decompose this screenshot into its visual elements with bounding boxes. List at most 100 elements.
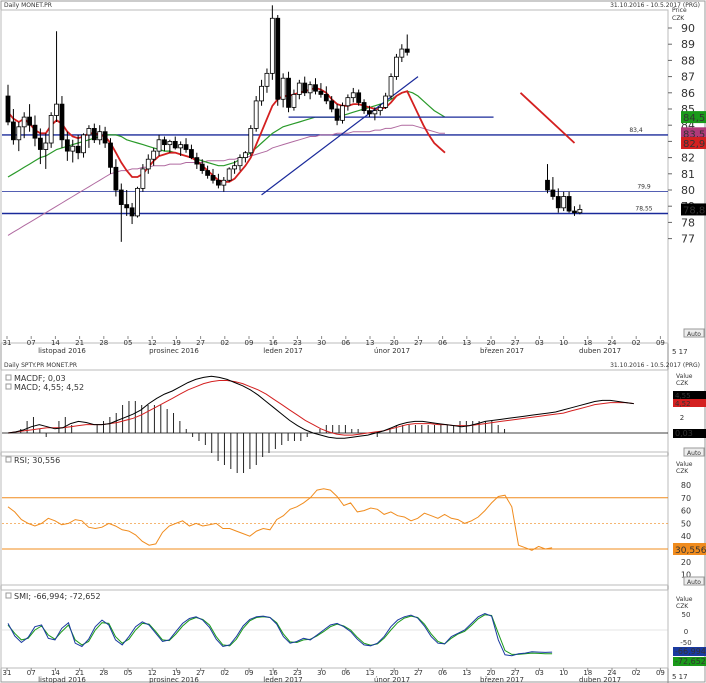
rsi-tick-label: 20 [681,558,691,567]
candle-body [172,140,178,149]
candle-body [323,94,329,102]
legend-checkbox[interactable] [5,374,12,381]
macd-marker-label: 0,03 [675,429,693,438]
x-day-label: 13 [366,339,375,347]
x-day-label: 27 [414,339,423,347]
price-tick-label: 81 [681,168,695,181]
x-day-label-bottom: 18 [583,669,592,677]
legend-checkbox[interactable] [5,592,12,599]
candle-body [10,121,16,141]
candle-body [264,72,270,87]
candle-body [237,157,243,167]
x-day-label-bottom: 16 [269,669,278,677]
x-day-label: 13 [462,339,471,347]
x-day-label-bottom: 19 [172,669,181,677]
price-tick-label: 87 [681,71,695,84]
smi-signal-line [7,614,553,655]
candle-body [566,196,572,212]
macd-auto-button[interactable] [683,447,705,457]
price-tick-label: 89 [681,38,695,51]
smi-axis-title: Value [676,596,693,603]
macd-auto-label: Auto [687,450,701,457]
x-day-label-bottom: 02 [220,669,229,677]
candle-body [280,77,286,100]
panel-frame [0,455,669,586]
smi-line [7,612,553,657]
x-day-label-bottom: 09 [245,669,254,677]
x-month-label: leden 2017 [263,347,302,355]
x-day-label: 20 [487,339,496,347]
candle-body [550,189,556,197]
price-marker [681,111,706,124]
rsi-auto-button[interactable] [683,576,705,586]
candle-body [275,17,281,100]
price-tick-label: 78 [681,216,695,229]
x-day-label: 06 [341,339,350,347]
moving-average-slow [7,124,445,236]
x-month-label-bottom: únor 2017 [374,676,410,683]
candle-body [64,139,70,152]
smi-tick-label: 0 [684,628,688,636]
price-marker [681,203,706,216]
candle-body [313,84,318,92]
x-day-label-bottom: 31 [3,669,12,677]
candle-body [269,17,275,74]
candle-body [340,105,345,121]
x-day-label-bottom: 02 [632,669,641,677]
panel-frame [0,9,669,344]
candle-body [404,48,410,53]
price-tick-label: 77 [681,233,695,246]
price-tick-label: 82 [681,152,695,165]
candle-body [54,103,59,116]
x-day-label: 10 [559,339,568,347]
candle-body [345,97,351,107]
candle-body [97,131,103,141]
candle-body [199,163,205,171]
x-day-label: 24 [608,339,617,347]
candle-body [70,145,76,152]
candle-body [162,139,167,146]
candle-body [75,145,81,154]
x-day-label: 20 [390,339,399,347]
x-day-label: 05 [124,339,133,347]
x-month-label: březen 2017 [480,347,524,355]
auto-scale-button[interactable] [683,328,705,338]
x-month-label-bottom: listopad 2016 [38,676,86,683]
x-day-label: 30 [317,339,326,347]
candle-body [296,82,302,95]
price-axis-unit: CZK [672,15,685,22]
legend-checkbox[interactable] [5,383,12,390]
x-day-label-bottom: 20 [487,669,496,677]
x-day-label: 23 [293,339,302,347]
x-day-label-bottom: 06 [438,669,447,677]
candle-body [59,103,65,141]
rsi-axis-unit: CZK [676,468,689,475]
candle-body [383,95,389,108]
auto-scale-label: Auto [687,331,701,338]
level-label: 83,4 [629,127,643,134]
x-day-label: 16 [269,339,278,347]
smi-marker-label: -66,994 [675,647,706,656]
candle-body [167,140,173,146]
x-day-label: 28 [99,339,108,347]
x-day-label-bottom: 23 [293,669,302,677]
legend-checkbox[interactable] [5,456,12,463]
candle-body [113,166,119,191]
macd-tick-label: 2 [680,414,684,422]
x-month-label-bottom: duben 2017 [579,676,621,683]
x-day-label-bottom: 21 [75,669,84,677]
price-tick-label: 88 [681,54,695,67]
x-month-label: prosinec 2016 [149,347,199,355]
x-day-label: 31 [3,339,12,347]
x-day-label-bottom: 06 [341,669,350,677]
candle-body [561,196,567,209]
candle-body [291,94,297,108]
macd-marker-label: 4,55 [675,392,691,400]
x-day-label-bottom: 27 [414,669,423,677]
candle-body [21,116,27,128]
macd-legend-label: MACD; 4,55; 4,52 [14,383,84,392]
x-month-label-bottom: leden 2017 [263,676,302,683]
candle-body [189,149,194,158]
candle-body [140,168,146,189]
